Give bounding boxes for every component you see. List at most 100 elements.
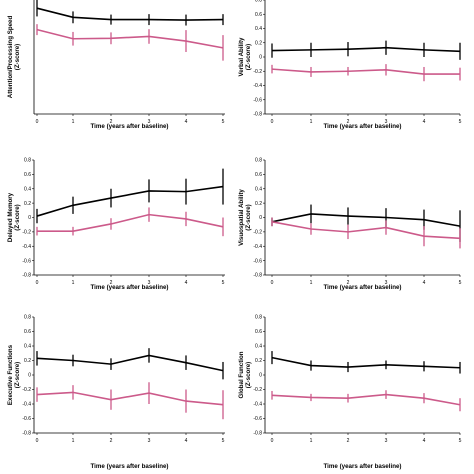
y-tick-label: -0.6 <box>22 258 31 264</box>
y-tick-label: 0.8 <box>255 0 262 4</box>
y-axis-title: Visuospatial Ability(Z-score) <box>238 189 252 246</box>
x-tick-label: 5 <box>459 280 462 286</box>
x-axis-title: Time (years after baseline) <box>324 284 402 291</box>
x-tick-label: 5 <box>222 280 225 286</box>
panel-4: 0.8 0.6 0.4 0.2 0 -0.2 -0.4 -0.6 -0.8 0 1 2 3 4 5 Time … <box>238 158 462 291</box>
y-tick-label: 0.2 <box>255 201 262 207</box>
y-axis-title-line: Attention/Processing Speed <box>7 16 14 99</box>
series-line <box>37 213 224 232</box>
x-tick-label: 1 <box>72 119 75 125</box>
y-axis-title: Delayed Memory(Z-score) <box>7 192 21 242</box>
y-axis-title-line: (Z-score) <box>245 362 252 388</box>
y-tick-label: -0.6 <box>253 97 262 103</box>
y-axis-title-line: Visuospatial Ability <box>238 189 245 246</box>
y-axis-title-line: (Z-score) <box>14 44 21 70</box>
x-tick-label: 2 <box>110 119 113 125</box>
x-tick-label: 3 <box>385 280 388 286</box>
series-line <box>36 185 224 217</box>
x-tick-label: 4 <box>185 119 188 125</box>
x-tick-label: 0 <box>271 438 274 444</box>
x-tick-label: 2 <box>347 280 350 286</box>
x-axis-title: Time (years after baseline) <box>91 463 169 470</box>
x-tick-label: 3 <box>148 438 151 444</box>
y-tick-label: 0 <box>28 373 31 379</box>
series-line <box>271 213 461 227</box>
y-tick-label: -0.2 <box>253 387 262 393</box>
y-tick-label: 0 <box>259 215 262 221</box>
series-line <box>271 68 460 75</box>
series-line <box>271 356 461 369</box>
y-tick-label: -0.4 <box>22 244 31 250</box>
x-tick-label: 3 <box>148 119 151 125</box>
series-line <box>271 393 461 406</box>
x-tick-label: 4 <box>185 280 188 286</box>
y-tick-label: 0.4 <box>255 186 262 192</box>
y-tick-label: 0.2 <box>24 201 31 207</box>
y-tick-label: 0.2 <box>255 40 262 46</box>
x-axis-title: Time (years after baseline) <box>324 123 402 130</box>
series-line <box>36 391 224 406</box>
y-axis-title: Verbal Ability(Z-score) <box>238 37 252 77</box>
y-tick-label: -0.8 <box>253 112 262 118</box>
y-tick-label: 0.6 <box>24 172 31 178</box>
panel-3: 0.8 0.6 0.4 0.2 0 -0.2 -0.4 -0.6 -0.8 0 1 2 3 4 5 Time … <box>7 158 225 291</box>
y-tick-label: 0.6 <box>255 12 262 18</box>
y-tick-label: -0.4 <box>253 402 262 408</box>
y-tick-label: 0.8 <box>255 315 262 321</box>
panel-6: 0.8 0.6 0.4 0.2 0 -0.2 -0.4 -0.6 -0.8 0 1 2 3 4 5 Time … <box>238 315 462 470</box>
x-axis-title: Time (years after baseline) <box>324 463 402 470</box>
series-line <box>36 7 224 21</box>
x-tick-label: 0 <box>36 119 39 125</box>
y-axis-title: Executive Functions(Z-score) <box>7 344 21 405</box>
series-line <box>271 46 461 53</box>
x-tick-label: 1 <box>310 119 313 125</box>
y-tick-label: 0.6 <box>255 329 262 335</box>
x-tick-label: 5 <box>459 438 462 444</box>
x-tick-label: 4 <box>423 438 426 444</box>
x-tick-label: 1 <box>310 438 313 444</box>
y-tick-label: -0.6 <box>22 416 31 422</box>
y-tick-label: 0.2 <box>24 358 31 364</box>
y-axis-title-line: (Z-score) <box>14 362 21 388</box>
y-tick-label: 0.8 <box>255 158 262 164</box>
y-tick-label: 0.4 <box>24 186 31 192</box>
y-tick-label: -0.6 <box>253 258 262 264</box>
x-tick-label: 2 <box>347 119 350 125</box>
x-tick-label: 0 <box>271 119 274 125</box>
x-tick-label: 5 <box>222 119 225 125</box>
y-tick-label: 0 <box>259 373 262 379</box>
y-axis-title-line: Delayed Memory <box>7 192 14 242</box>
y-axis-title: Global Function(Z-score) <box>238 351 252 398</box>
y-tick-label: -0.8 <box>22 273 31 279</box>
x-tick-label: 4 <box>423 119 426 125</box>
x-tick-label: 2 <box>110 438 113 444</box>
y-tick-label: -0.6 <box>253 416 262 422</box>
y-axis-title-line: (Z-score) <box>245 204 252 230</box>
y-tick-label: -0.8 <box>22 431 31 437</box>
x-tick-label: 3 <box>385 119 388 125</box>
y-tick-label: 0.4 <box>255 344 262 350</box>
x-tick-label: 2 <box>347 438 350 444</box>
x-tick-label: 1 <box>72 438 75 444</box>
x-tick-label: 4 <box>423 280 426 286</box>
x-tick-label: 5 <box>459 119 462 125</box>
y-axis-title-line: (Z-score) <box>14 204 21 230</box>
x-tick-label: 1 <box>310 280 313 286</box>
y-tick-label: -0.2 <box>22 387 31 393</box>
y-tick-label: 0.4 <box>24 344 31 350</box>
y-axis-title-line: Global Function <box>238 351 245 398</box>
y-tick-label: -0.4 <box>253 244 262 250</box>
x-tick-label: 0 <box>36 438 39 444</box>
y-tick-label: -0.2 <box>253 69 262 75</box>
y-tick-label: 0 <box>28 215 31 221</box>
y-tick-label: 0.8 <box>24 315 31 321</box>
y-tick-label: -0.8 <box>253 273 262 279</box>
y-tick-label: 0.6 <box>255 172 262 178</box>
series-line <box>36 354 224 372</box>
x-axis-title: Time (years after baseline) <box>91 123 169 130</box>
x-tick-label: 2 <box>110 280 113 286</box>
y-tick-label: 0 <box>259 55 262 61</box>
y-tick-label: 0.8 <box>24 158 31 164</box>
y-tick-label: 0.4 <box>255 26 262 32</box>
